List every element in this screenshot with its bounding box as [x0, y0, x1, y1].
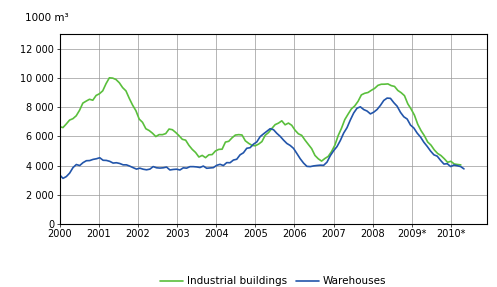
- Legend: Industrial buildings, Warehouses: Industrial buildings, Warehouses: [156, 272, 391, 287]
- Industrial buildings: [315, 157, 321, 160]
- Line: Warehouses: Warehouses: [60, 98, 464, 178]
- Warehouses: [280, 138, 286, 142]
- Industrial buildings: [279, 119, 285, 123]
- Industrial buildings: [153, 135, 159, 138]
- Industrial buildings: [57, 125, 63, 128]
- Warehouses: [57, 173, 63, 177]
- Industrial buildings: [189, 148, 195, 151]
- Industrial buildings: [458, 163, 464, 167]
- Warehouses: [384, 96, 390, 100]
- Line: Industrial buildings: Industrial buildings: [60, 78, 461, 165]
- Warehouses: [317, 163, 323, 167]
- Warehouses: [454, 164, 460, 167]
- Industrial buildings: [106, 76, 112, 79]
- Warehouses: [154, 166, 160, 170]
- Industrial buildings: [431, 148, 437, 152]
- Warehouses: [461, 167, 467, 170]
- Text: 1000 m³: 1000 m³: [25, 13, 69, 23]
- Warehouses: [60, 177, 66, 180]
- Warehouses: [437, 159, 443, 162]
- Warehouses: [190, 165, 196, 168]
- Industrial buildings: [448, 160, 454, 163]
